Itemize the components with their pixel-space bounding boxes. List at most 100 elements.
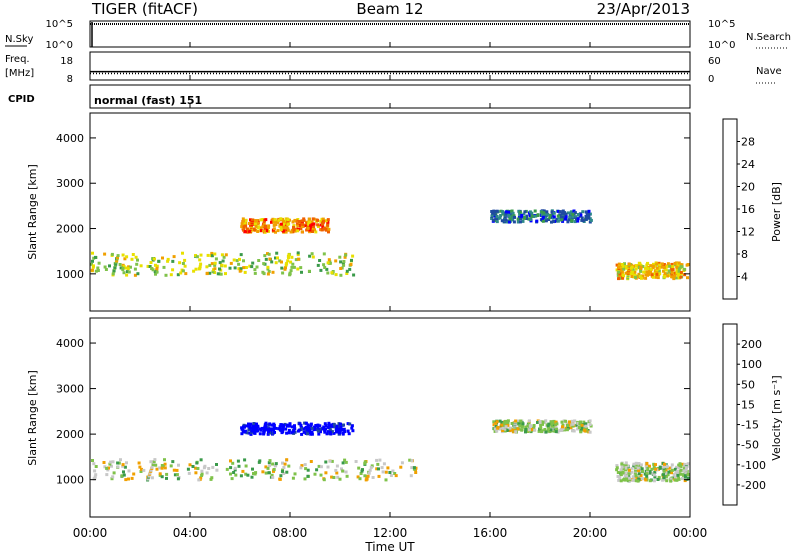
power-cell (686, 276, 689, 280)
power-cell (290, 255, 294, 259)
velocity-cell (339, 427, 342, 431)
power-cell (617, 277, 620, 281)
power-cell (223, 264, 227, 268)
power-cell (518, 210, 522, 214)
power-cell (295, 219, 298, 223)
velocity-cell (645, 462, 649, 465)
velocity-cell (619, 479, 623, 483)
velocity-cell (514, 430, 518, 434)
velocity-cell (681, 462, 685, 466)
power-cell (646, 267, 650, 271)
power-cell (224, 253, 228, 257)
power-cell (94, 255, 97, 259)
power-colorbar: 4 8 12 16 20 24 28 (722, 118, 755, 300)
power-cell (635, 264, 638, 268)
power-cell (677, 273, 681, 277)
velocity-cell (173, 473, 177, 477)
power-cell (293, 218, 297, 222)
nsky-tick-top: 10^5 (46, 19, 73, 30)
power-cell (654, 275, 658, 279)
power-cell (266, 272, 270, 276)
velocity-cell (662, 468, 666, 471)
power-cell (154, 263, 157, 267)
velocity-cell (501, 429, 505, 432)
power-cell (647, 272, 651, 276)
cpid-label: CPID (8, 94, 35, 105)
velocity-cell (288, 422, 292, 426)
power-cell (566, 211, 570, 215)
velocity-cell (197, 478, 201, 482)
velocity-cell (508, 429, 511, 432)
power-colorbar-label-value: 12 (741, 226, 755, 239)
velocity-cell (669, 477, 673, 481)
power-cell (653, 264, 657, 268)
power-cell (570, 218, 574, 222)
velocity-cell (303, 463, 307, 467)
velocity-cell (274, 426, 278, 430)
velocity-cell (344, 460, 348, 464)
power-cell (507, 220, 511, 224)
velocity-cell (677, 463, 681, 467)
x-axis-label: Time UT (364, 540, 415, 554)
power-cell (551, 220, 555, 224)
velocity-cell (111, 475, 115, 479)
velocity-cell (410, 466, 414, 470)
power-cell (305, 221, 309, 225)
velocity-cell (317, 464, 321, 468)
velocity-cell (384, 478, 388, 482)
power-cell (296, 251, 300, 255)
velocity-cell (194, 471, 198, 475)
power-cell (119, 266, 123, 270)
velocity-cell (122, 470, 125, 474)
power-cell (283, 267, 287, 271)
power-cell (308, 230, 312, 234)
power-cell (677, 261, 681, 265)
power-cell (273, 218, 277, 222)
velocity-cell (260, 426, 264, 430)
power-cell (653, 269, 657, 273)
velocity-cell (654, 467, 658, 471)
power-cell (286, 254, 290, 258)
velocity-cell (351, 429, 355, 433)
velocity-cell (326, 425, 330, 429)
velocity-cell (520, 428, 524, 432)
velocity-cell (264, 471, 268, 475)
power-cell (530, 211, 534, 215)
power-cell (213, 263, 217, 267)
velocity-cell (324, 471, 328, 475)
velocity-cell (681, 473, 685, 477)
power-cell (677, 267, 681, 271)
velocity-cell (550, 422, 553, 426)
velocity-colorbar-label-value: 50 (741, 378, 755, 391)
velocity-cell (538, 421, 542, 424)
power-cell (675, 269, 679, 273)
velocity-cell (246, 473, 250, 477)
power-cell (662, 269, 665, 273)
velocity-cell (158, 472, 162, 476)
power-cell (302, 218, 306, 222)
power-cell (316, 218, 319, 222)
velocity-cell (582, 420, 586, 424)
velocity-colorbar: 200 100 50 15 -15 -50 -100 -200 (722, 323, 766, 506)
velocity-cell (332, 431, 336, 435)
velocity-cell (232, 471, 236, 474)
velocity-cell (652, 462, 656, 466)
power-cell (270, 220, 273, 224)
velocity-cell (576, 421, 580, 425)
x-tick-label: 16:00 (473, 526, 508, 540)
velocity-cell (199, 476, 203, 480)
power-cell (534, 214, 538, 218)
velocity-cell (543, 421, 547, 425)
power-cell (289, 269, 293, 273)
velocity-cell (674, 471, 678, 474)
power-cell (556, 209, 560, 213)
velocity-cell (200, 472, 204, 476)
velocity-cell (267, 430, 270, 434)
velocity-cell (544, 419, 548, 423)
power-cell (644, 276, 648, 280)
velocity-cell (309, 460, 313, 463)
velocity-cell (330, 459, 334, 463)
velocity-cell (309, 432, 313, 436)
power-cell (581, 219, 585, 223)
power-cell (243, 270, 247, 274)
